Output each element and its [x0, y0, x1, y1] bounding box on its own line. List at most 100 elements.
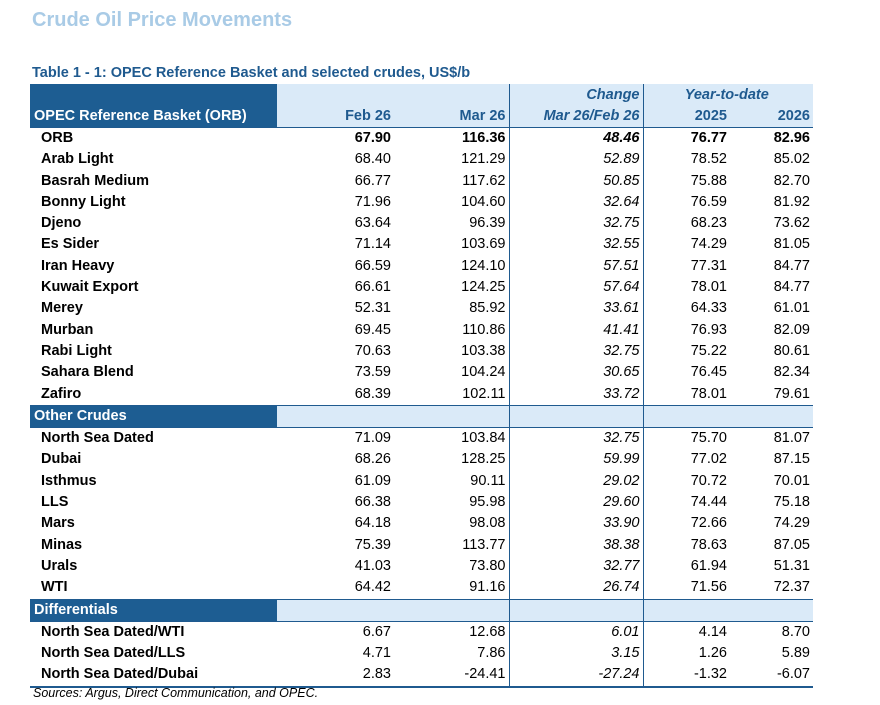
mar26-value: 113.77: [462, 536, 506, 553]
ytd-2026-value: 84.77: [773, 257, 810, 274]
page-title: Crude Oil Price Movements: [32, 9, 293, 31]
crude-name: Rabi Light: [41, 342, 112, 359]
crude-name: Urals: [41, 557, 78, 574]
change-value: 33.61: [508, 298, 643, 320]
crude-name: Sahara Blend: [41, 364, 134, 381]
mar26-value: 91.16: [394, 577, 509, 600]
ytd-2026-value: 81.92: [773, 193, 810, 210]
mar26-value: 104.24: [461, 364, 506, 381]
ytd-2026-value: 87.05: [773, 536, 810, 553]
table-row: LLS 66.38 95.98 29.60 74.44 75.18: [30, 492, 813, 514]
change-value: 32.77: [508, 555, 643, 578]
header-spacer: [277, 84, 394, 106]
feb26-value: 61.09: [354, 472, 391, 489]
table-row: Bonny Light 71.96 104.60 32.64 76.59 81.92: [30, 191, 813, 214]
feb26-value: 41.03: [354, 557, 391, 574]
crude-name: Merey: [41, 300, 83, 317]
feb26-value: 66.38: [354, 494, 391, 511]
ytd-2026-value: 61.01: [773, 300, 810, 317]
section-other-crudes-label: Other Crudes: [30, 405, 277, 429]
column-header-mar26: Mar 26: [394, 106, 509, 128]
table-row: Kuwait Export 66.61 124.25 57.64 78.01 84.77: [30, 277, 813, 299]
ytd-2026-value: 72.37: [730, 577, 813, 600]
ytd-2025-value: 78.63: [642, 534, 730, 556]
mar26-value: 103.69: [461, 236, 506, 253]
feb26-value: 63.64: [354, 215, 391, 232]
change-value: 52.89: [508, 149, 643, 171]
ytd-2026-value: 81.05: [773, 236, 810, 253]
mar26-value: 85.92: [469, 300, 506, 317]
feb26-value: 71.96: [354, 193, 391, 210]
table-row: Mars 64.18 98.08 33.90 72.66 74.29: [30, 513, 813, 535]
section-fill: [508, 599, 643, 622]
section-fill: [277, 405, 394, 429]
ytd-2025-value: 77.31: [642, 255, 730, 278]
feb26-value: 70.63: [354, 342, 391, 359]
feb26-value: 6.67: [362, 623, 391, 640]
section-fill: [508, 405, 643, 429]
ytd-2025-value: -1.32: [642, 664, 730, 688]
ytd-2026-value: 80.61: [773, 342, 810, 359]
feb26-value: 66.61: [354, 279, 391, 296]
change-header: Change: [508, 84, 643, 106]
ytd-2025-value: 76.77: [642, 127, 730, 150]
feb26-value: 68.40: [354, 151, 391, 168]
table-row: North Sea Dated 71.09 103.84 32.75 75.70 81.0…: [30, 427, 813, 450]
feb26-value: 68.26: [354, 451, 391, 468]
ytd-2025-value: 75.70: [642, 427, 730, 450]
column-header-change: Mar 26/Feb 26: [508, 106, 643, 128]
ytd-2025-value: 76.59: [642, 191, 730, 214]
section-other-crudes: Other Crudes: [30, 405, 813, 429]
ytd-2025-value: 77.02: [642, 449, 730, 471]
header-top-row: Change Year-to-date: [30, 84, 813, 106]
table-caption: Table 1 - 1: OPEC Reference Basket and s…: [32, 65, 471, 81]
table-row: ORB 67.90 116.36 48.46 76.77 82.96: [30, 127, 813, 150]
section-differentials-label: Differentials: [30, 599, 277, 622]
header-spacer: [30, 84, 277, 106]
ytd-2026-value: 84.77: [773, 279, 810, 296]
crude-name: Dubai: [41, 451, 82, 468]
change-value: 6.01: [508, 621, 643, 644]
column-header-orb: OPEC Reference Basket (ORB): [30, 106, 277, 128]
table-row: Arab Light 68.40 121.29 52.89 78.52 85.02: [30, 149, 813, 171]
crude-name: Minas: [41, 536, 83, 553]
crude-name: North Sea Dated/Dubai: [30, 664, 277, 688]
change-value: 57.51: [508, 255, 643, 278]
ytd-2025-value: 61.94: [642, 555, 730, 578]
crude-name: Iran Heavy: [41, 257, 115, 274]
ytd-2025-value: 74.29: [642, 234, 730, 256]
table-row: Djeno 63.64 96.39 32.75 68.23 73.62: [30, 213, 813, 235]
ytd-2025-value: 64.33: [642, 298, 730, 320]
section-fill: [730, 599, 813, 622]
ytd-2025-value: 75.88: [642, 170, 730, 192]
ytd-2025-value: 75.22: [642, 340, 730, 363]
mar26-value: -24.41: [394, 664, 509, 688]
change-value: 41.41: [508, 319, 643, 341]
feb26-value: 66.59: [354, 257, 391, 274]
crude-name: Isthmus: [41, 472, 97, 489]
header-spacer: [394, 84, 509, 106]
section-fill: [394, 599, 509, 622]
ytd-2026-value: 8.70: [781, 623, 810, 640]
section-differentials: Differentials: [30, 599, 813, 622]
table-row: North Sea Dated/WTI 6.67 12.68 6.01 4.14 8.70: [30, 621, 813, 644]
table-row: North Sea Dated/Dubai 2.83 -24.41 -27.24 -1.…: [30, 664, 813, 688]
ytd-2025-value: 78.52: [642, 149, 730, 171]
feb26-value: 64.18: [354, 515, 391, 532]
ytd-2025-value: 78.01: [642, 383, 730, 406]
mar26-value: 102.11: [394, 383, 509, 406]
table-row: Minas 75.39 113.77 38.38 78.63 87.05: [30, 534, 813, 556]
table-row: Iran Heavy 66.59 124.10 57.51 77.31 84.77: [30, 255, 813, 278]
mar26-value: 116.36: [461, 130, 506, 146]
column-header-row: OPEC Reference Basket (ORB) Feb 26 Mar 2…: [30, 106, 813, 128]
ytd-2026-value: 74.29: [773, 515, 810, 532]
section-fill: [730, 405, 813, 429]
table-row: Zafiro 68.39 102.11 33.72 78.01 79.61: [30, 383, 813, 406]
change-value: 3.15: [508, 643, 643, 665]
change-value: 33.90: [508, 513, 643, 535]
table-row: Merey 52.31 85.92 33.61 64.33 61.01: [30, 298, 813, 320]
ytd-2026-value: 5.89: [781, 645, 810, 662]
change-value: 57.64: [508, 277, 643, 299]
crude-name: WTI: [30, 577, 277, 600]
mar26-value: 95.98: [469, 494, 506, 511]
